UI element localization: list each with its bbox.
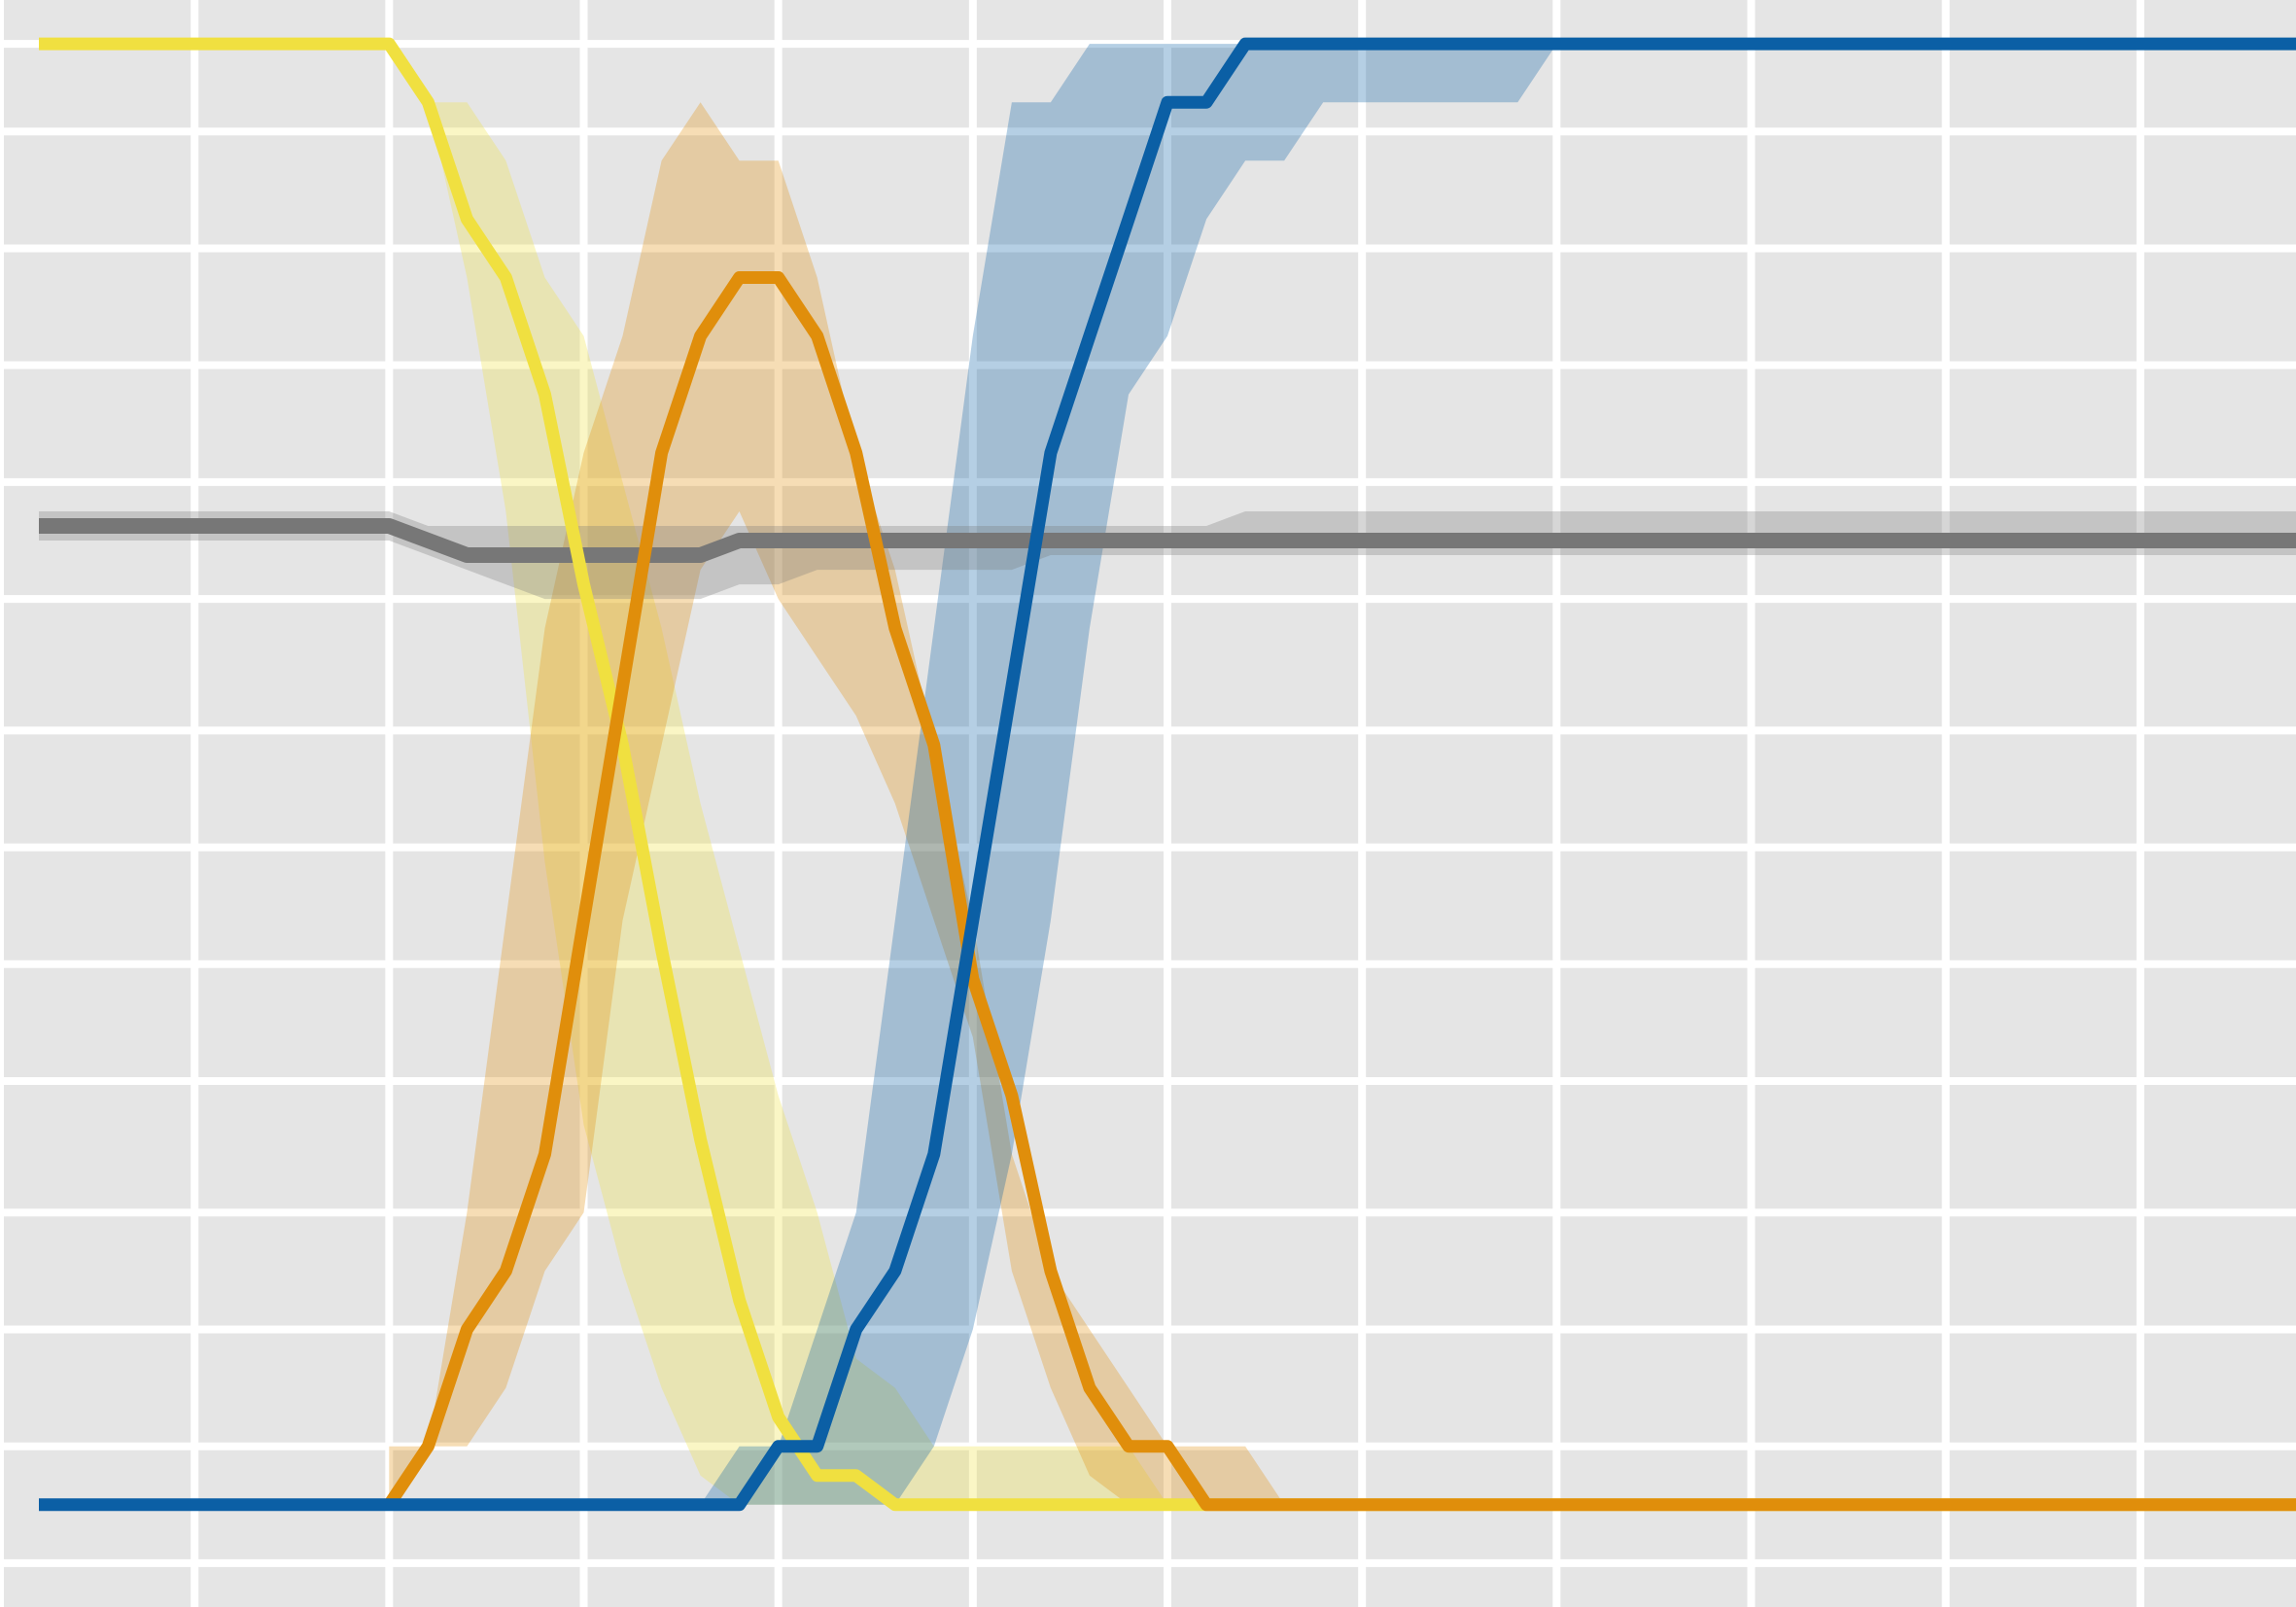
series-0-band — [39, 44, 2296, 1505]
series-lines — [39, 37, 2296, 1512]
series-1-line — [383, 271, 2296, 1512]
series-0-line — [39, 37, 2296, 1512]
series-3-line — [39, 518, 2296, 563]
series-2-line — [39, 37, 2296, 1512]
